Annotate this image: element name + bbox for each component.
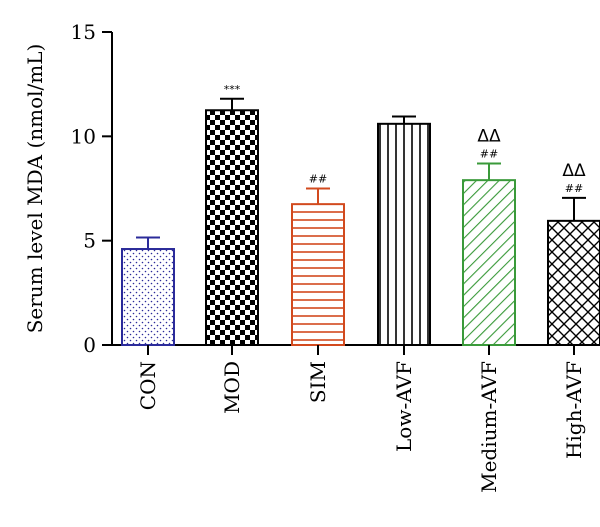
y-tick-label: 0: [83, 333, 96, 357]
category-label: Low-AVF: [392, 361, 416, 452]
category-label: SIM: [306, 361, 330, 403]
significance-label: ##: [480, 147, 498, 160]
category-label: Medium-AVF: [477, 361, 501, 493]
significance-label: ΔΔ: [477, 126, 501, 146]
category-label: High-AVF: [562, 361, 586, 459]
bar-high-avf: [547, 219, 600, 347]
y-tick-label: 15: [71, 20, 96, 44]
significance-label: ΔΔ: [562, 161, 586, 181]
category-label: CON: [136, 361, 160, 410]
significance-label: ##: [309, 173, 327, 186]
bar-con: [121, 248, 175, 346]
significance-label: ***: [224, 83, 241, 96]
category-label: MOD: [220, 361, 244, 414]
significance-label: ##: [565, 182, 583, 195]
bar-sim: [291, 203, 345, 346]
bar-mod: [205, 109, 259, 346]
y-tick-label: 10: [71, 124, 96, 148]
bar-low-avf: [377, 122, 431, 346]
bar-medium-avf: [462, 179, 516, 346]
y-axis-label: Serum level MDA (nmol/mL): [23, 44, 47, 334]
y-tick-label: 5: [83, 229, 96, 253]
